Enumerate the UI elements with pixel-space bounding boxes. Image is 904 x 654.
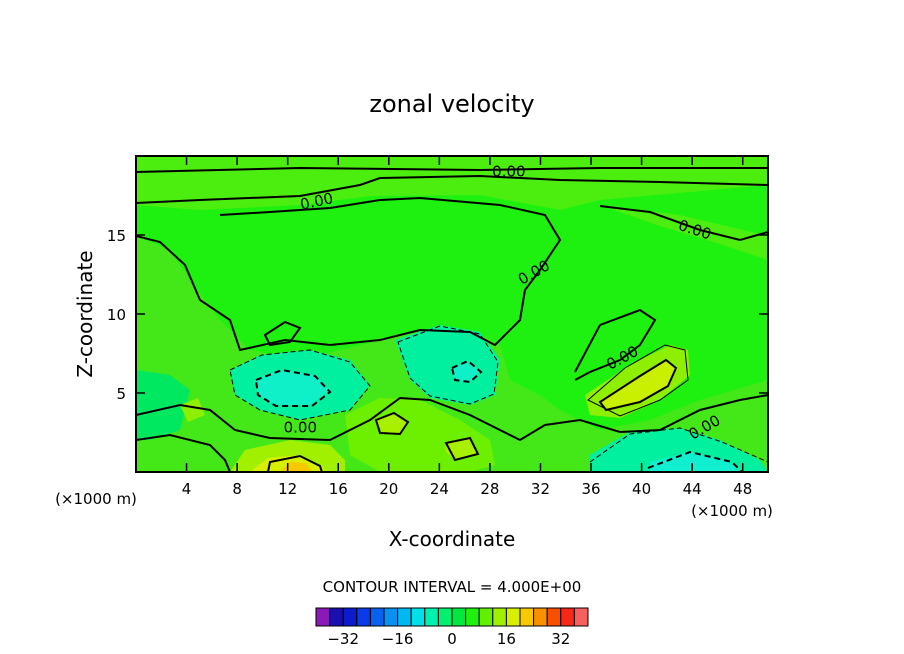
zero-contour-bottom (136, 394, 768, 442)
colorbar-swatch (369, 607, 385, 627)
negative-core-bottom-right (650, 452, 740, 472)
x-unit-right: (×1000 m) (691, 502, 773, 520)
y-tick-label: 15 (107, 227, 126, 245)
contour-lines (136, 166, 768, 472)
colorbar-swatch (492, 607, 507, 627)
x-tick-label: 8 (232, 480, 242, 498)
negative-contour-mid-inner (450, 359, 483, 384)
contour-interval-note: CONTOUR INTERVAL = 4.000E+00 (323, 578, 582, 596)
zero-contour-main (136, 196, 562, 352)
positive-contour-loop-upper (263, 320, 302, 347)
positive-contour-bottom (267, 454, 323, 472)
negative-region-mid (395, 325, 500, 405)
x-tick-label: 20 (379, 480, 398, 498)
zero-contour-right-loop (574, 308, 657, 381)
colorbar-swatch (560, 607, 575, 627)
x-tick-label: 36 (581, 480, 600, 498)
x-tick-label: 4 (182, 480, 192, 498)
x-tick-label: 24 (430, 480, 449, 498)
colorbar-swatch (478, 607, 494, 627)
colorbar-swatch (546, 607, 562, 627)
colorbar-swatch (573, 607, 589, 627)
colorbar-swatch (315, 607, 331, 627)
positive-contour-center (374, 411, 410, 436)
negative-contour-bottom-right (589, 427, 768, 463)
x-tick-label: 12 (278, 480, 297, 498)
zero-contour-upper (136, 174, 768, 204)
positive-contour-right-inner (598, 358, 678, 412)
x-tick-label: 16 (329, 480, 348, 498)
colorbar-tick-label: 16 (497, 630, 516, 648)
positive-contour-right (587, 344, 689, 417)
positive-core-center (376, 414, 408, 434)
colorbar-tick-label: 0 (447, 630, 457, 648)
colorbar-swatch (505, 607, 521, 627)
y-tick-label: 10 (107, 306, 126, 324)
colorbar-swatch (519, 607, 535, 627)
x-tick-label: 44 (683, 480, 702, 498)
negative-contour-left-inner (254, 368, 332, 407)
contour-field (136, 156, 768, 472)
colorbar-swatch (356, 607, 371, 627)
left-edge-band (136, 370, 190, 440)
zero-contour-lower-left (136, 433, 231, 472)
x-axis-label: X-coordinate (389, 527, 516, 551)
y-tick-label: 5 (116, 385, 126, 403)
zero-contour-top (136, 166, 768, 173)
colorbar-swatch (437, 607, 453, 627)
negative-core-mid (452, 362, 480, 382)
upper-right-band (600, 205, 768, 260)
y-axis-label: Z-coordinate (73, 250, 97, 377)
chart-title: zonal velocity (369, 90, 534, 118)
x-tick-label: 40 (632, 480, 651, 498)
colorbar-tick-label: 32 (551, 630, 570, 648)
negative-contour-left (229, 349, 371, 421)
negative-contour-bottom-right-inner (647, 450, 743, 472)
colorbar-swatch (342, 607, 358, 627)
colorbar-swatch (410, 607, 426, 627)
colorbar: −32 −16 0 16 32 (315, 607, 589, 648)
positive-core-right (600, 360, 676, 410)
negative-core-left (255, 370, 330, 405)
colorbar-swatch (451, 607, 467, 627)
colorbar-swatch (329, 607, 344, 627)
contour-label: 0.00 (492, 162, 525, 180)
negative-contour-mid (397, 325, 499, 405)
contour-label: 0.00 (284, 418, 317, 436)
colorbar-tick-label: −16 (382, 630, 414, 648)
x-tick-label: 48 (733, 480, 752, 498)
colorbar-swatch (397, 607, 412, 627)
positive-core-mid-right (445, 438, 478, 460)
zero-contour-upper-right (599, 205, 768, 242)
colorbar-swatch (424, 607, 439, 627)
colorbar-swatch (383, 607, 399, 627)
colorbar-swatch (465, 607, 480, 627)
x-tick-label: 32 (531, 480, 550, 498)
x-unit-left: (×1000 m) (55, 490, 137, 508)
positive-spot-left (180, 398, 205, 422)
colorbar-tick-label: −32 (327, 630, 359, 648)
colorbar-swatch (533, 607, 548, 627)
x-tick-label: 28 (480, 480, 499, 498)
positive-contour-center-2 (444, 436, 480, 462)
